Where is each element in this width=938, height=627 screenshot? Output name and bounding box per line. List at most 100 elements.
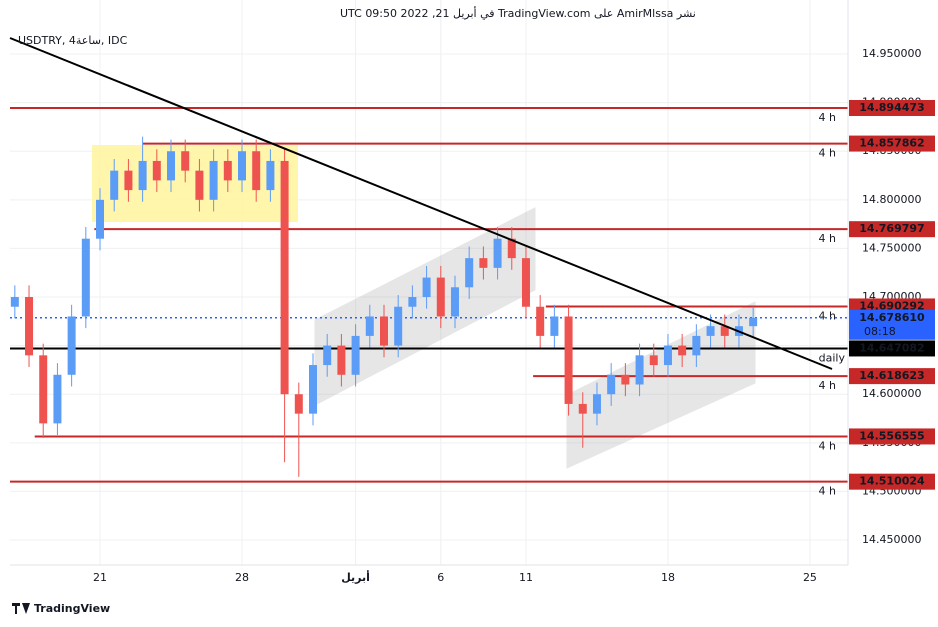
candle-body <box>678 345 687 356</box>
candle-body <box>607 374 616 395</box>
candle-body <box>238 151 247 181</box>
level-tag: 4 h <box>819 485 836 498</box>
level-price-label: 14.618623 <box>859 369 924 382</box>
candle-body <box>564 316 573 404</box>
candle-body <box>379 316 388 346</box>
candle-body <box>749 317 758 327</box>
x-tick-label: 18 <box>661 571 675 584</box>
brand: TradingView <box>34 602 110 615</box>
candle-body <box>592 394 601 414</box>
candle-body <box>536 306 545 336</box>
daily-price-box <box>849 340 935 357</box>
x-tick-label: 28 <box>235 571 249 584</box>
y-tick-label: 14.750000 <box>862 241 922 254</box>
chart-title: نشر AmirMlssa على TradingView.com في أبر… <box>340 6 696 20</box>
candle-body <box>138 160 147 191</box>
candle-body <box>124 170 133 191</box>
candle-body <box>266 160 275 191</box>
candle-body <box>493 238 502 268</box>
candle-body <box>479 258 488 268</box>
candle-body <box>252 151 261 191</box>
candle-body <box>706 326 715 336</box>
candle-body <box>692 335 701 356</box>
candle-body <box>408 297 417 307</box>
last-price-box <box>849 309 935 340</box>
daily-price-label: 14.647082 <box>859 341 924 354</box>
level-price-box <box>849 368 935 385</box>
candle-body <box>223 160 232 181</box>
y-tick-label: 14.800000 <box>862 193 922 206</box>
level-price-box <box>849 473 935 490</box>
candle-body <box>25 297 34 356</box>
level-price-label: 14.894473 <box>859 101 924 114</box>
candle-body <box>521 258 530 307</box>
candle-body <box>39 355 48 424</box>
level-price-label: 14.769797 <box>859 222 924 235</box>
candle-body <box>110 170 119 200</box>
level-price-label: 14.690292 <box>859 299 924 312</box>
level-price-label: 14.510024 <box>859 475 925 488</box>
y-tick-label: 14.950000 <box>862 47 922 60</box>
level-tag: 4 h <box>819 147 836 160</box>
candle-body <box>337 345 346 375</box>
countdown-label: 08:18 <box>864 325 896 338</box>
levels: 4 h 4 h 4 h 4 h 4 h 4 h 4 h daily <box>10 106 848 498</box>
candle-body <box>649 355 658 366</box>
candle-body <box>294 394 303 414</box>
level-price-box <box>849 221 935 238</box>
candle-body <box>10 297 19 307</box>
level-price-label: 14.857862 <box>859 137 924 150</box>
x-tick-label: أبريل <box>341 570 370 584</box>
x-tick-label: 6 <box>437 571 444 584</box>
y-tick-label: 14.450000 <box>862 533 922 546</box>
candle-body <box>394 306 403 346</box>
candle-body <box>195 170 204 200</box>
level-tag: 4 h <box>819 309 836 322</box>
channel <box>566 301 756 469</box>
candle-body <box>67 316 76 375</box>
candle-body <box>167 151 176 181</box>
candle-body <box>96 199 105 239</box>
candle-body <box>209 160 218 200</box>
candle-body <box>578 403 587 414</box>
candle-body <box>635 355 644 385</box>
level-tag: 4 h <box>819 379 836 392</box>
price-tags: 14.89447314.85786214.76979714.69029214.6… <box>849 99 935 490</box>
candle-body <box>422 277 431 298</box>
level-price-box <box>849 428 935 445</box>
candle-body <box>323 345 332 366</box>
candle-body <box>152 160 161 181</box>
trend-line <box>9 37 833 370</box>
candle-body <box>450 287 459 317</box>
logo <box>12 603 30 614</box>
candle-body <box>663 345 672 366</box>
candle-body <box>621 374 630 385</box>
candle-body <box>550 316 559 336</box>
daily-tag: daily <box>819 351 846 364</box>
candle-body <box>351 335 360 375</box>
x-tick-label: 21 <box>93 571 107 584</box>
x-tick-label: 11 <box>519 571 533 584</box>
last-price-label: 14.678610 <box>859 311 925 324</box>
candle-body <box>720 326 729 336</box>
candle-body <box>280 160 289 395</box>
x-tick-label: 25 <box>803 571 817 584</box>
candle-body <box>507 238 516 259</box>
level-tag: 4 h <box>819 232 836 245</box>
candles <box>10 136 758 477</box>
level-price-label: 14.556555 <box>859 429 924 442</box>
y-tick-label: 14.600000 <box>862 387 922 400</box>
level-price-box <box>849 135 935 152</box>
candle-body <box>81 238 90 317</box>
candle-body <box>181 151 190 171</box>
candle-body <box>308 365 317 414</box>
candle-body <box>53 374 62 424</box>
level-tag: 4 h <box>819 111 836 124</box>
candle-body <box>365 316 374 336</box>
candle-body <box>436 277 445 317</box>
level-price-box <box>849 99 935 116</box>
level-tag: 4 h <box>819 439 836 452</box>
symbol-label: USDTRY, 4ساعة, IDC <box>18 34 128 47</box>
